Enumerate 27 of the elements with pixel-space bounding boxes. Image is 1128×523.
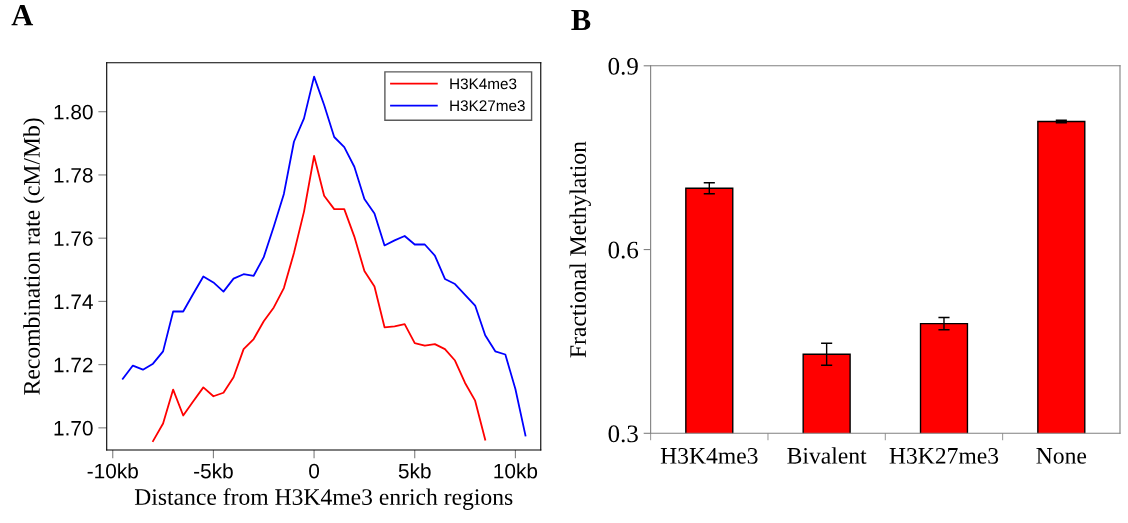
x-axis-title: Distance from H3K4me3 enrich regions xyxy=(134,488,513,510)
y-tick-label: 1.78 xyxy=(54,167,93,183)
x-tick-label: 10kb xyxy=(494,463,538,479)
line-series xyxy=(152,155,487,443)
x-tick-label: 0 xyxy=(309,463,320,479)
y-tick-label: 1.80 xyxy=(54,104,93,120)
x-tick-label: -5kb xyxy=(194,463,233,479)
y-tick-label: 1.76 xyxy=(54,231,93,246)
x-tick-label: Bivalent xyxy=(787,447,867,464)
y-axis-title: Recombination rate (cM/Mb) xyxy=(23,118,45,395)
y-tick-label: 0.6 xyxy=(608,241,639,259)
x-tick-label: None xyxy=(1036,448,1087,464)
y-tick-label: 1.72 xyxy=(54,357,93,373)
x-tick-label: -10kb xyxy=(87,463,138,479)
y-tick-label: 0.3 xyxy=(608,425,638,443)
x-tick-label: 5kb xyxy=(398,463,431,479)
y-tick-label: 0.9 xyxy=(608,57,638,75)
x-tick-label: H3K27me3 xyxy=(889,447,999,464)
y-tick-label: 1.70 xyxy=(54,420,93,436)
line-series xyxy=(121,75,527,437)
chart-title: A xyxy=(11,5,34,26)
y-tick-label: 1.74 xyxy=(54,294,93,309)
legend-label: H3K4me3 xyxy=(450,78,517,90)
legend-label: H3K27me3 xyxy=(450,100,525,112)
chart-title: B xyxy=(571,9,591,30)
y-axis-title: Fractional Methylation xyxy=(569,141,591,358)
x-tick-label: H3K4me3 xyxy=(660,447,758,464)
